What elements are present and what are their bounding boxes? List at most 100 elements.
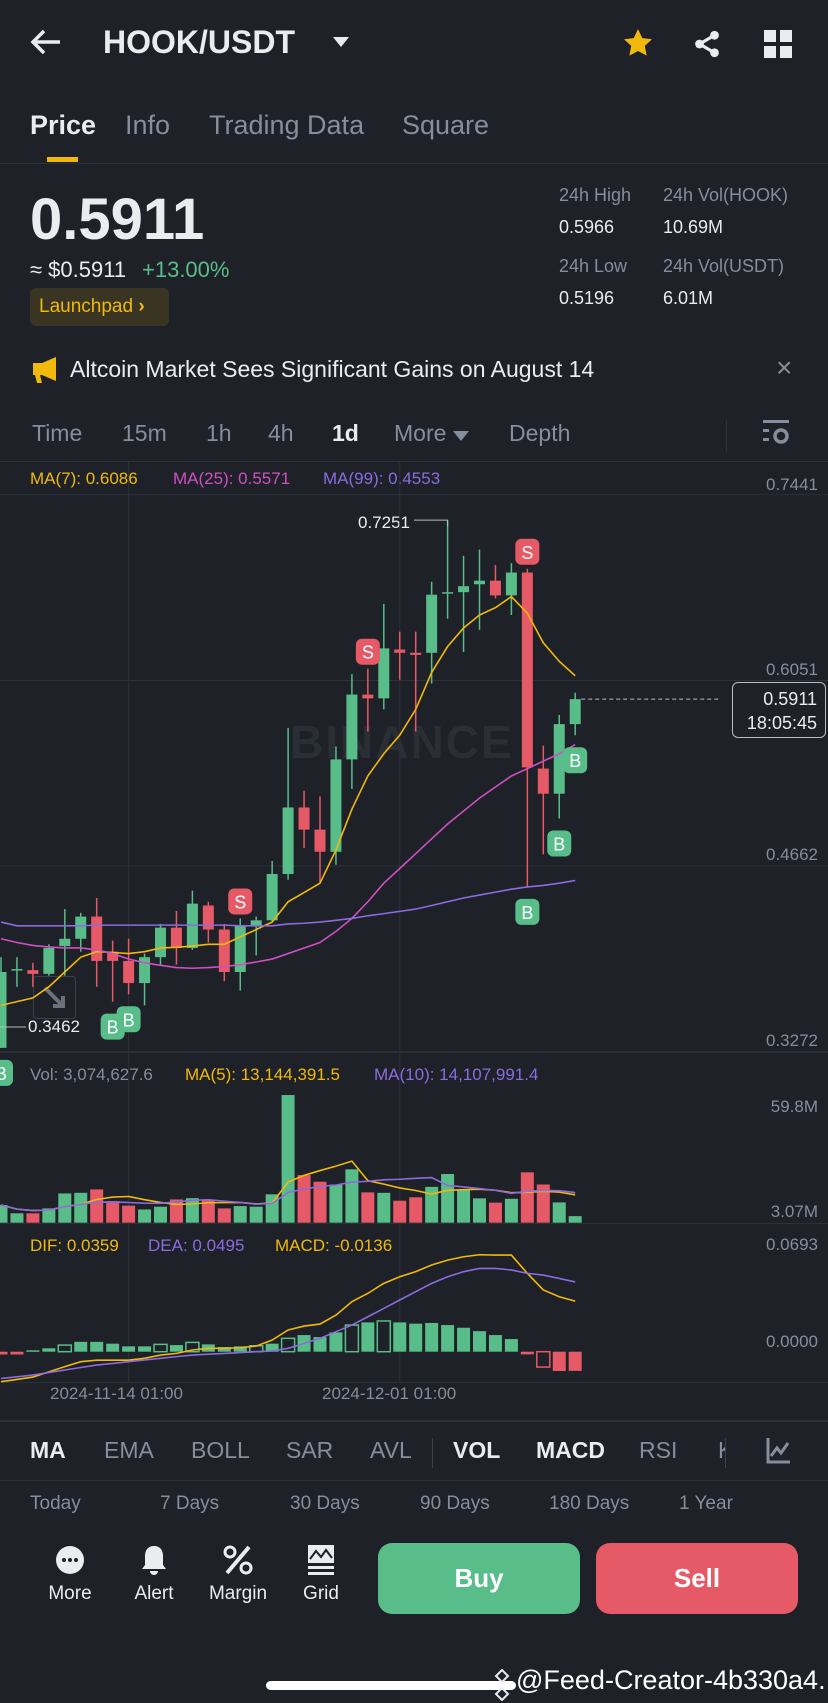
stat-value: 0.5966 — [559, 217, 615, 237]
candle-body — [43, 947, 55, 974]
dif-line — [0, 1253, 576, 1383]
share-icon[interactable] — [692, 28, 722, 60]
star-icon[interactable] — [621, 27, 655, 59]
candle-body — [186, 903, 198, 948]
candle-body — [505, 572, 517, 596]
dif-legend: DIF: 0.0359 — [30, 1236, 119, 1255]
buy-marker — [0, 1059, 13, 1086]
sell-button[interactable]: Sell — [596, 1543, 798, 1614]
period-90-days[interactable]: 90 Days — [420, 1493, 490, 1514]
candle-body — [250, 920, 262, 926]
buy-marker-label: B — [553, 835, 565, 855]
ma7-legend: MA(7): 0.6086 — [30, 469, 138, 488]
volume-bar — [10, 1213, 24, 1223]
launchpad-badge[interactable]: Launchpad › — [30, 288, 169, 326]
volume-bar — [409, 1197, 423, 1223]
divider — [0, 1480, 828, 1481]
timeframe-depth[interactable]: Depth — [509, 420, 571, 446]
macd-histogram-bar — [42, 1348, 56, 1352]
macd-histogram-bar — [520, 1351, 534, 1355]
volume-bar — [169, 1199, 183, 1223]
home-indicator[interactable] — [266, 1681, 516, 1690]
chart-settings-icon[interactable] — [763, 420, 789, 448]
sell-marker-label: S — [362, 643, 374, 663]
period-1-year[interactable]: 1 Year — [679, 1493, 733, 1514]
candle-body — [553, 724, 565, 794]
indicator-macd[interactable]: MACD — [536, 1437, 605, 1463]
timeframe-4h[interactable]: 4h — [268, 420, 294, 446]
buy-marker-label: B — [107, 1018, 119, 1038]
buy-button[interactable]: Buy — [378, 1543, 580, 1614]
period-7-days[interactable]: 7 Days — [160, 1493, 220, 1514]
volume-axis-label: 3.07M — [770, 1202, 818, 1221]
volume-ma10-line — [0, 1176, 576, 1212]
period-30-days[interactable]: 30 Days — [290, 1493, 360, 1514]
period-180-days[interactable]: 180 Days — [549, 1493, 630, 1514]
timeframe-more[interactable]: More — [394, 420, 469, 447]
indicator-avl[interactable]: AVL — [370, 1437, 412, 1463]
volume-bar — [42, 1208, 56, 1223]
announcement-text[interactable]: Altcoin Market Sees Significant Gains on… — [70, 356, 595, 382]
tab-square[interactable]: Square — [402, 110, 490, 140]
sell-marker — [228, 888, 253, 915]
more-label: More — [48, 1583, 92, 1604]
macd-histogram-bar — [441, 1325, 455, 1352]
buy-marker — [100, 1013, 125, 1040]
timeframe-15m[interactable]: 15m — [122, 420, 167, 446]
volume-bar — [488, 1202, 502, 1223]
dea-legend: DEA: 0.0495 — [148, 1236, 245, 1255]
macd-histogram-bar — [536, 1350, 551, 1368]
caret-down-icon[interactable] — [332, 36, 350, 48]
timeframe-1h[interactable]: 1h — [206, 420, 232, 446]
volume-bar — [281, 1095, 295, 1223]
candle-body — [170, 927, 182, 948]
pair-title[interactable]: HOOK/USDT — [103, 24, 295, 60]
buy-marker-label: B — [521, 903, 533, 923]
volume-bar — [0, 1204, 8, 1223]
indicator-kdj[interactable]: K — [718, 1437, 725, 1464]
indicator-sar[interactable]: SAR — [286, 1437, 334, 1463]
ma99-line — [0, 879, 576, 927]
divider — [0, 163, 828, 164]
volume-bar — [568, 1216, 582, 1223]
volume-ma5-legend: MA(5): 13,144,391.5 — [185, 1065, 340, 1084]
indicator-vol[interactable]: VOL — [453, 1437, 501, 1463]
macd-histogram-bar — [169, 1345, 183, 1352]
tab-price[interactable]: Price — [30, 110, 97, 140]
indicator-rsi[interactable]: RSI — [639, 1437, 678, 1463]
indicator-ma[interactable]: MA — [30, 1437, 66, 1463]
volume-bar — [313, 1181, 327, 1223]
collapse-chart-icon[interactable] — [33, 976, 76, 1019]
back-arrow-icon[interactable] — [30, 28, 62, 56]
ma7-line — [0, 595, 576, 1007]
stat-label: 24h Vol(USDT) — [663, 256, 785, 276]
candle-body — [59, 938, 71, 947]
tab-info[interactable]: Info — [125, 110, 171, 140]
macd-histogram-bar — [265, 1343, 279, 1352]
volume-bar — [90, 1189, 104, 1223]
timeframe-1d[interactable]: 1d — [332, 420, 359, 446]
volume-bar — [425, 1186, 439, 1223]
creator-watermark: @Feed-Creator-4b330a4... — [516, 1665, 828, 1695]
close-icon[interactable]: × — [776, 352, 793, 383]
grid-icon[interactable] — [764, 30, 792, 58]
indicator-ema[interactable]: EMA — [104, 1437, 154, 1463]
ma25-line — [0, 743, 576, 970]
tab-trading-data[interactable]: Trading Data — [209, 110, 365, 140]
volume-bar — [138, 1209, 152, 1223]
macd-histogram-bar — [344, 1324, 360, 1353]
indicator-boll[interactable]: BOLL — [191, 1437, 250, 1463]
more-button[interactable]: More — [30, 1545, 110, 1605]
period-today[interactable]: Today — [30, 1493, 81, 1514]
timeframe-time[interactable]: Time — [32, 420, 83, 446]
margin-button[interactable]: Margin — [198, 1545, 278, 1605]
indicator-settings-icon[interactable] — [766, 1438, 790, 1464]
macd-histogram-bar — [329, 1332, 343, 1352]
macd-histogram-bar — [488, 1335, 502, 1352]
divider — [0, 1420, 828, 1422]
divider — [0, 1223, 828, 1224]
alert-button[interactable]: Alert — [114, 1545, 194, 1605]
grid-trading-button[interactable]: Grid — [281, 1545, 361, 1605]
macd-histogram-bar — [233, 1346, 247, 1352]
volume-bar — [58, 1193, 72, 1223]
